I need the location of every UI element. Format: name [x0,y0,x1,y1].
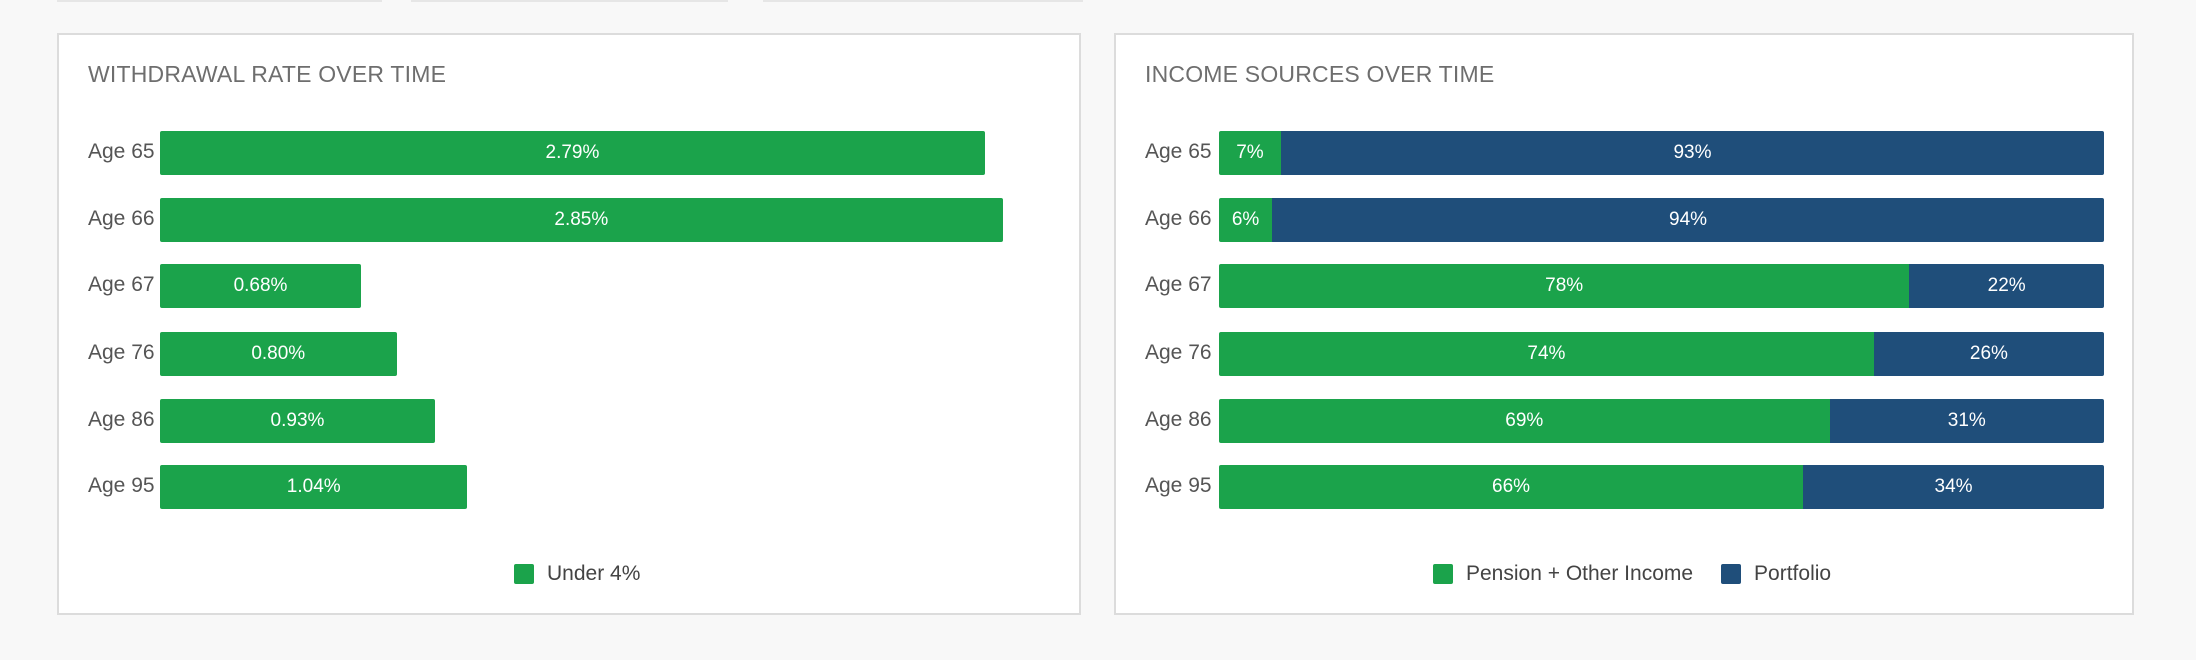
portfolio-segment: 26% [1873,332,2104,376]
category-label: Age 67 [1145,273,1212,296]
category-label: Age 67 [88,273,155,296]
portfolio-segment: 34% [1803,465,2104,509]
segment-value-label: 31% [1947,410,1986,431]
pension-segment: 7% [1219,131,1281,175]
top-divider [57,0,382,2]
category-label: Age 86 [1145,408,1212,431]
segment-value-label: 66% [1492,476,1531,497]
category-label: Age 66 [88,207,155,230]
category-label: Age 95 [88,474,155,497]
legend-label: Under 4% [547,562,641,585]
withdrawal-bar: 0.68% [160,264,362,308]
category-label: Age 86 [88,408,155,431]
panel-title: WITHDRAWAL RATE OVER TIME [88,61,447,87]
segment-value-label: 93% [1673,142,1712,163]
income-sources-panel: INCOME SOURCES OVER TIME Age 65 Age 66 Age… [1114,33,2134,615]
legend-swatch [1721,564,1742,584]
segment-value-label: 78% [1545,275,1584,296]
portfolio-segment: 93% [1280,131,2104,175]
portfolio-segment: 94% [1272,198,2104,242]
segment-value-label: 7% [1236,142,1264,163]
category-label: Age 65 [88,140,155,163]
top-strip [0,0,2196,4]
pension-segment: 6% [1219,198,1273,242]
withdrawal-rate-panel: WITHDRAWAL RATE OVER TIME Age 65 Age 66 Ag… [57,33,1081,615]
pension-segment: 69% [1219,399,1830,443]
segment-value-label: 26% [1969,343,2008,364]
segment-value-label: 6% [1231,209,1260,230]
segment-value-label: 94% [1669,209,1708,230]
portfolio-segment: 22% [1909,264,2104,308]
panel-title: INCOME SOURCES OVER TIME [1145,61,1495,87]
category-label: Age 76 [1145,341,1212,364]
withdrawal-bar: 0.93% [160,399,435,443]
legend: Under 4% [514,562,640,586]
bar-value-label: 0.93% [270,410,325,431]
withdrawal-bar: 0.80% [160,332,397,376]
legend-label: Pension + Other Income [1466,562,1694,585]
legend: Pension + Other Income Portfolio [1433,562,1831,586]
top-divider [763,0,1083,2]
bar-value-label: 1.04% [286,476,341,497]
legend-swatch [514,564,534,584]
category-label: Age 95 [1145,474,1212,497]
bar-value-label: 2.85% [554,209,609,230]
pension-segment: 78% [1219,264,1910,308]
legend-item: Pension + Other Income [1433,562,1693,586]
portfolio-segment: 31% [1829,399,2104,443]
bar-value-label: 0.68% [233,275,288,296]
category-label: Age 76 [88,341,155,364]
bar-value-label: 0.80% [251,343,306,364]
top-divider [411,0,728,2]
category-label: Age 65 [1145,140,1212,163]
pension-segment: 66% [1219,465,1804,509]
segment-value-label: 22% [1987,275,2026,296]
legend-swatch [1433,564,1453,584]
withdrawal-bar: 2.79% [160,131,985,175]
segment-value-label: 74% [1527,343,1566,364]
withdrawal-bar: 1.04% [160,465,468,509]
segment-value-label: 69% [1505,410,1544,431]
withdrawal-bar: 2.85% [160,198,1003,242]
bar-value-label: 2.79% [545,142,600,163]
legend-item: Portfolio [1721,562,1831,586]
legend-item: Under 4% [514,562,640,586]
pension-segment: 74% [1219,332,1874,376]
category-label: Age 66 [1145,207,1212,230]
segment-value-label: 34% [1934,476,1973,497]
legend-label: Portfolio [1754,562,1832,585]
